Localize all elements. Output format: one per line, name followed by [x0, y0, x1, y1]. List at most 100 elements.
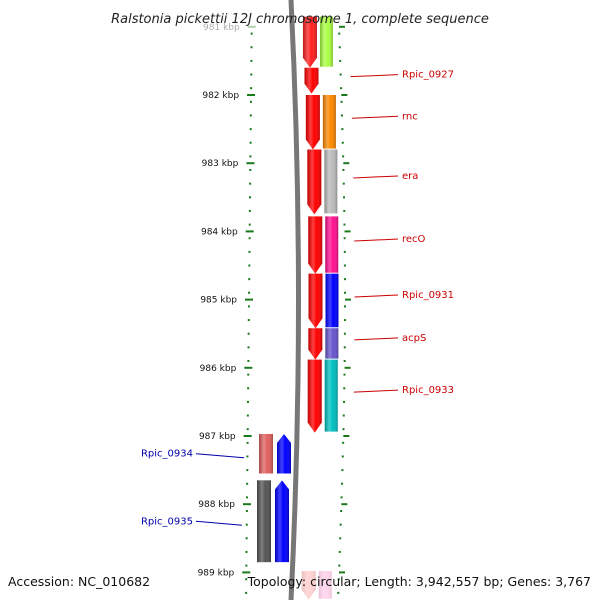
- ruler-dot: [338, 32, 341, 35]
- gene-arrow-shading: [308, 273, 323, 329]
- ruler-dot: [245, 510, 248, 513]
- gene-label-leader: [354, 337, 399, 341]
- ruler-dot: [246, 428, 249, 431]
- map-title: Ralstonia pickettii 12J chromosome 1, co…: [111, 12, 489, 27]
- ruler-dot: [343, 291, 346, 294]
- kbp-tick-label: 983 kbp: [202, 159, 239, 169]
- ruler-dot: [247, 387, 250, 390]
- ruler-dot: [249, 155, 252, 158]
- ruler-dot: [341, 141, 344, 144]
- ruler-dot: [341, 469, 344, 472]
- ruler-dot: [343, 319, 346, 322]
- accession-text: Accession: NC_010682: [8, 574, 150, 589]
- gene-label-recO[interactable]: recO: [402, 234, 426, 245]
- ruler-dot: [249, 196, 252, 199]
- ruler-dot: [343, 250, 346, 253]
- ruler-dot: [246, 400, 249, 403]
- ruler-dot: [338, 564, 341, 567]
- gene-arrow-shading: [302, 16, 317, 68]
- kbp-tick-label: 989 kbp: [198, 568, 235, 578]
- ruler-dot: [248, 237, 251, 240]
- ruler-dot: [343, 237, 346, 240]
- gene-arrow-shading: [304, 67, 319, 94]
- ruler-dot: [247, 332, 250, 335]
- gene-arrow-shading: [308, 328, 323, 360]
- ruler-dot: [245, 523, 248, 526]
- gene-label-leader: [351, 115, 399, 119]
- ruler-dot: [339, 59, 342, 62]
- gene-arrow-shading: [277, 433, 291, 474]
- ruler-dot: [250, 46, 253, 49]
- ruler-dot: [250, 73, 253, 76]
- gene-label-leader: [354, 294, 399, 298]
- ruler-dot: [343, 196, 346, 199]
- ruler-dot: [343, 332, 346, 335]
- kbp-tick-label: 982 kbp: [202, 91, 239, 101]
- gene-label-acpS[interactable]: acpS: [402, 333, 426, 344]
- ruler-dot: [339, 73, 342, 76]
- ruler-dot: [340, 114, 343, 117]
- ruler-dot: [340, 87, 343, 90]
- ruler-dot: [245, 578, 248, 581]
- gene-label-Rpic_0927[interactable]: Rpic_0927: [402, 70, 454, 81]
- ruler-dot: [340, 100, 343, 103]
- gene-label-Rpic_0931[interactable]: Rpic_0931: [402, 290, 454, 301]
- ruler-dot: [342, 428, 345, 431]
- ruler-dot: [343, 387, 346, 390]
- ruler-dot: [245, 564, 248, 567]
- kbp-tick-label: 986 kbp: [200, 364, 237, 374]
- gene-feature-shading: [325, 216, 339, 273]
- gene-feature-shading: [324, 359, 338, 432]
- gene-arrow-shading: [305, 95, 320, 150]
- ruler-dot: [249, 141, 252, 144]
- ruler-dot: [247, 373, 250, 376]
- ruler-dot: [247, 359, 250, 362]
- ruler-dot: [246, 455, 249, 458]
- ruler-dot: [248, 278, 251, 281]
- ruler-dot: [249, 169, 252, 172]
- ruler-dot: [342, 169, 345, 172]
- ruler-dot: [245, 591, 248, 594]
- ruler-dot: [343, 305, 346, 308]
- ruler-dot: [339, 523, 342, 526]
- ruler-dot: [248, 250, 251, 253]
- gene-label-leader: [195, 453, 245, 459]
- ruler-dot: [247, 319, 250, 322]
- gene-label-Rpic_0934[interactable]: Rpic_0934: [141, 449, 193, 460]
- gene-feature-shading: [318, 571, 332, 599]
- gene-feature-shading: [257, 480, 271, 563]
- ruler-dot: [342, 441, 345, 444]
- kbp-tick-label: 984 kbp: [201, 227, 238, 237]
- ruler-dot: [245, 550, 248, 553]
- gene-label-Rpic_0935[interactable]: Rpic_0935: [141, 516, 193, 527]
- ruler-dot: [342, 155, 345, 158]
- ruler-dot: [248, 223, 251, 226]
- gene-label-leader: [353, 175, 399, 179]
- ruler-dot: [246, 414, 249, 417]
- ruler-dot: [247, 346, 250, 349]
- ruler-dot: [343, 373, 346, 376]
- kbp-ruler: 981 kbp 982 kbp 983 kbp 984 kbp 985 kbp 986 k…: [198, 23, 351, 594]
- ruler-dot: [249, 182, 252, 185]
- ruler-dot: [248, 264, 251, 267]
- ruler-dot: [339, 537, 342, 540]
- gene-label-leader: [350, 74, 399, 78]
- kbp-tick-label: 981 kbp: [203, 23, 240, 33]
- gene-label-era[interactable]: era: [402, 171, 418, 182]
- kbp-tick-label: 988 kbp: [198, 500, 235, 510]
- gene-label-Rpic_0933[interactable]: Rpic_0933: [402, 385, 454, 396]
- ruler-dot: [248, 291, 251, 294]
- gene-label-rnc[interactable]: rnc: [402, 111, 418, 122]
- ruler-dot: [246, 496, 249, 499]
- ruler-dot: [342, 414, 345, 417]
- gene-feature-shading: [325, 273, 339, 328]
- ruler-dot: [248, 209, 251, 212]
- gene-feature-shading: [322, 95, 336, 149]
- gene-arrow-shading: [307, 149, 322, 215]
- ruler-dot: [343, 359, 346, 362]
- gene-label-leader: [353, 389, 399, 393]
- ruler-dot: [338, 46, 341, 49]
- ruler-dot: [338, 550, 341, 553]
- kbp-tick-label: 987 kbp: [199, 432, 236, 442]
